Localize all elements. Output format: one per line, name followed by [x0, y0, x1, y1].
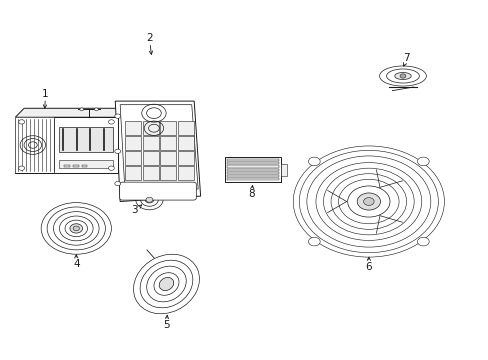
Bar [73, 165, 79, 167]
Circle shape [115, 149, 121, 153]
Text: 5: 5 [163, 320, 169, 330]
Bar [59, 160, 113, 168]
Circle shape [308, 157, 320, 166]
Bar [281, 163, 286, 176]
Text: 2: 2 [146, 33, 152, 43]
Bar [125, 166, 141, 180]
Bar [125, 121, 141, 135]
Circle shape [146, 197, 153, 202]
Bar [59, 127, 113, 152]
Text: 3: 3 [131, 206, 138, 216]
Bar [227, 175, 278, 177]
Bar [177, 121, 193, 135]
Circle shape [417, 237, 428, 246]
Bar [142, 121, 158, 135]
Bar [160, 151, 176, 165]
Circle shape [80, 108, 83, 111]
Ellipse shape [159, 278, 173, 291]
Polygon shape [115, 101, 200, 202]
Circle shape [308, 237, 320, 246]
Circle shape [70, 224, 82, 233]
Circle shape [399, 74, 405, 78]
Circle shape [94, 108, 98, 111]
Text: 8: 8 [248, 189, 255, 199]
Bar [177, 166, 193, 180]
Circle shape [356, 193, 380, 210]
Circle shape [108, 166, 114, 170]
Bar [15, 117, 54, 173]
Polygon shape [15, 108, 126, 117]
Bar [81, 165, 87, 167]
Bar [142, 151, 158, 165]
Circle shape [19, 166, 24, 170]
Ellipse shape [394, 72, 410, 80]
Text: 7: 7 [403, 53, 409, 63]
Bar [227, 168, 278, 171]
Circle shape [108, 120, 114, 124]
Bar [160, 166, 176, 180]
Bar [15, 117, 54, 173]
Bar [125, 151, 141, 165]
Text: 1: 1 [42, 89, 49, 99]
Circle shape [347, 186, 389, 217]
Bar [227, 162, 278, 165]
Circle shape [115, 114, 121, 118]
Circle shape [115, 181, 121, 186]
Bar [227, 178, 278, 180]
Bar [64, 165, 70, 167]
Bar [142, 136, 158, 150]
Bar [177, 136, 193, 150]
Circle shape [73, 226, 79, 231]
Bar [15, 117, 118, 173]
Bar [160, 136, 176, 150]
Circle shape [363, 198, 373, 206]
Bar [142, 166, 158, 180]
Bar [160, 121, 176, 135]
Bar [125, 136, 141, 150]
Circle shape [19, 120, 24, 124]
Bar [224, 157, 281, 182]
Text: 4: 4 [73, 259, 80, 269]
Polygon shape [118, 108, 126, 173]
Bar [177, 151, 193, 165]
Text: 6: 6 [365, 262, 371, 272]
Bar [227, 165, 278, 167]
Circle shape [417, 157, 428, 166]
Bar [227, 172, 278, 174]
Bar [227, 159, 278, 161]
FancyBboxPatch shape [120, 182, 196, 200]
